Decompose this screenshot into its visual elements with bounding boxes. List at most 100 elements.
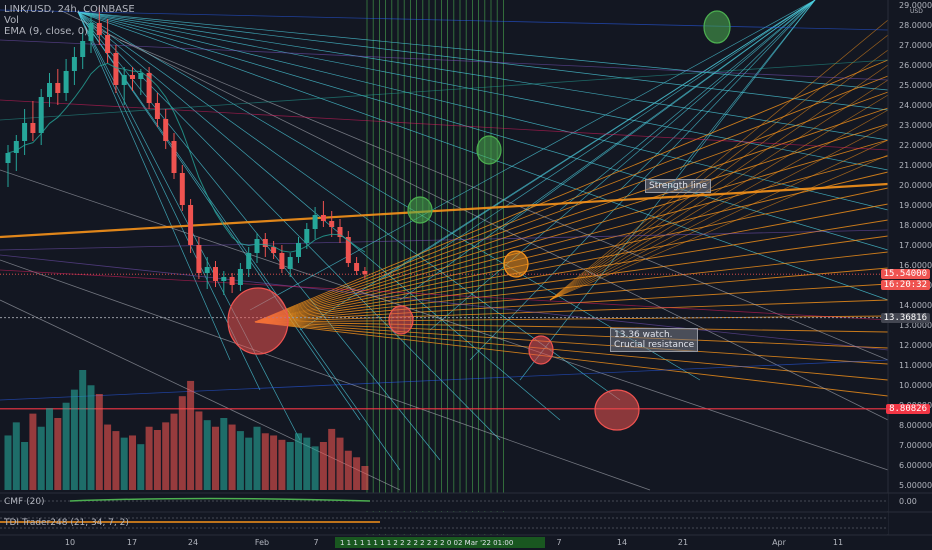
volume-bar bbox=[336, 437, 344, 490]
fan-line bbox=[549, 79, 889, 301]
volume-bar bbox=[311, 446, 319, 490]
volume-bar bbox=[195, 411, 203, 490]
candle-body bbox=[196, 245, 202, 273]
fan-line bbox=[679, 0, 816, 171]
last-price-tag: 15.54000 bbox=[880, 269, 930, 279]
candle-body bbox=[80, 41, 86, 57]
candle-body bbox=[130, 75, 135, 79]
candle-body bbox=[146, 73, 152, 103]
candle-body bbox=[22, 123, 28, 141]
candle-body bbox=[88, 23, 94, 41]
fan-line bbox=[254, 321, 889, 381]
price-tick-label: 27.00000 bbox=[899, 41, 932, 50]
fan-line bbox=[249, 0, 816, 311]
trend-line bbox=[0, 254, 889, 351]
fan-line bbox=[254, 235, 889, 323]
fan-line bbox=[254, 299, 889, 323]
time-tick-label: Apr bbox=[772, 538, 787, 547]
volume-bar bbox=[54, 418, 62, 490]
candle-body bbox=[329, 221, 335, 227]
ema-line bbox=[7, 62, 366, 253]
fan-line bbox=[254, 315, 889, 323]
fan-line bbox=[77, 11, 401, 471]
time-tick-label: 11 bbox=[833, 538, 843, 547]
candle-body bbox=[171, 141, 177, 173]
fan-line bbox=[254, 59, 889, 323]
candle-body bbox=[163, 119, 169, 141]
candle-body bbox=[362, 271, 368, 275]
fan-line bbox=[549, 49, 889, 301]
fan-line bbox=[549, 139, 889, 301]
trend-line bbox=[0, 359, 889, 401]
time-tick-label: Feb bbox=[255, 538, 269, 547]
volume-bar bbox=[170, 413, 178, 490]
price-tick-label: 8.00000 bbox=[899, 421, 932, 430]
fan-line bbox=[254, 321, 889, 349]
cmf-label[interactable]: CMF (20) bbox=[4, 497, 45, 507]
fan-line bbox=[77, 11, 889, 111]
volume-bar bbox=[162, 422, 170, 490]
volume-bar bbox=[4, 435, 12, 490]
volume-bar bbox=[70, 389, 78, 490]
volume-bar bbox=[228, 424, 236, 490]
price-tick-label: 24.00000 bbox=[899, 101, 932, 110]
candle-body bbox=[47, 83, 52, 97]
fan-line bbox=[549, 94, 889, 301]
strength-line bbox=[0, 182, 889, 239]
strength-line-note[interactable]: Strength line bbox=[645, 179, 712, 193]
time-tick-label: 17 bbox=[127, 538, 137, 547]
volume-bar bbox=[87, 385, 95, 490]
price-tick-label: 12.00000 bbox=[899, 341, 932, 350]
candle-body bbox=[345, 237, 351, 263]
candle-body bbox=[121, 75, 127, 85]
watch-note[interactable]: 13.36 watch. Crucial resistance bbox=[610, 328, 699, 352]
fan-line bbox=[549, 64, 889, 301]
candle-body bbox=[287, 257, 293, 269]
time-tick-label: 21 bbox=[678, 538, 688, 547]
price-tick-label: 20.00000 bbox=[899, 181, 932, 190]
volume-bar bbox=[220, 418, 228, 490]
candle-body bbox=[55, 83, 61, 93]
cmf-pane bbox=[0, 493, 888, 511]
candle-body bbox=[113, 53, 119, 85]
highlight-ellipse bbox=[528, 335, 554, 365]
ema-label[interactable]: EMA (9, close, 0) bbox=[4, 26, 88, 37]
fan-line bbox=[559, 0, 816, 211]
price-tick-label: 21.00000 bbox=[899, 161, 932, 170]
candle-body bbox=[271, 247, 277, 253]
time-tick-label: 7 bbox=[313, 538, 318, 547]
volume-bar bbox=[270, 435, 278, 490]
volume-bar bbox=[303, 437, 311, 490]
time-tick-label: 7 bbox=[556, 538, 561, 547]
time-tick-label: 10 bbox=[65, 538, 75, 547]
volume-bar bbox=[104, 424, 112, 490]
tdi-label[interactable]: TDI Trader248 (21, 34, 7, 2) bbox=[4, 518, 129, 528]
volume-bar bbox=[187, 380, 195, 490]
trend-line bbox=[0, 99, 889, 151]
price-tick-label: 7.00000 bbox=[899, 441, 932, 450]
time-tick-label: 14 bbox=[617, 538, 627, 547]
volume-bar bbox=[129, 435, 136, 490]
cmf-tick-label: 0.00 bbox=[899, 497, 917, 506]
candle-body bbox=[213, 267, 218, 281]
candle-body bbox=[320, 215, 326, 221]
fan-line bbox=[549, 109, 889, 301]
volume-bar bbox=[278, 439, 286, 490]
volume-bar bbox=[319, 442, 327, 490]
watch-level-tag: 13.36816 bbox=[880, 313, 930, 323]
volume-label[interactable]: Vol bbox=[4, 15, 19, 26]
time-axis: 10 17 24 Feb 7 7 14 21 Apr 11 1 1 1 1 1 1 1 1 2 2 … bbox=[0, 534, 932, 550]
candle-body bbox=[13, 141, 19, 153]
symbol-title[interactable]: LINK/USD, 24h, COINBASE bbox=[4, 4, 135, 15]
price-tick-label: 23.00000 bbox=[899, 121, 932, 130]
gann-fan-lines bbox=[0, 0, 889, 491]
fan-line bbox=[77, 11, 441, 461]
highlight-ellipse bbox=[476, 135, 502, 165]
volume-bar bbox=[245, 437, 253, 490]
fan-line bbox=[254, 219, 889, 323]
candle-body bbox=[254, 239, 260, 253]
volume-bar bbox=[328, 428, 336, 490]
trend-line bbox=[0, 269, 889, 321]
fan-line bbox=[77, 11, 231, 361]
